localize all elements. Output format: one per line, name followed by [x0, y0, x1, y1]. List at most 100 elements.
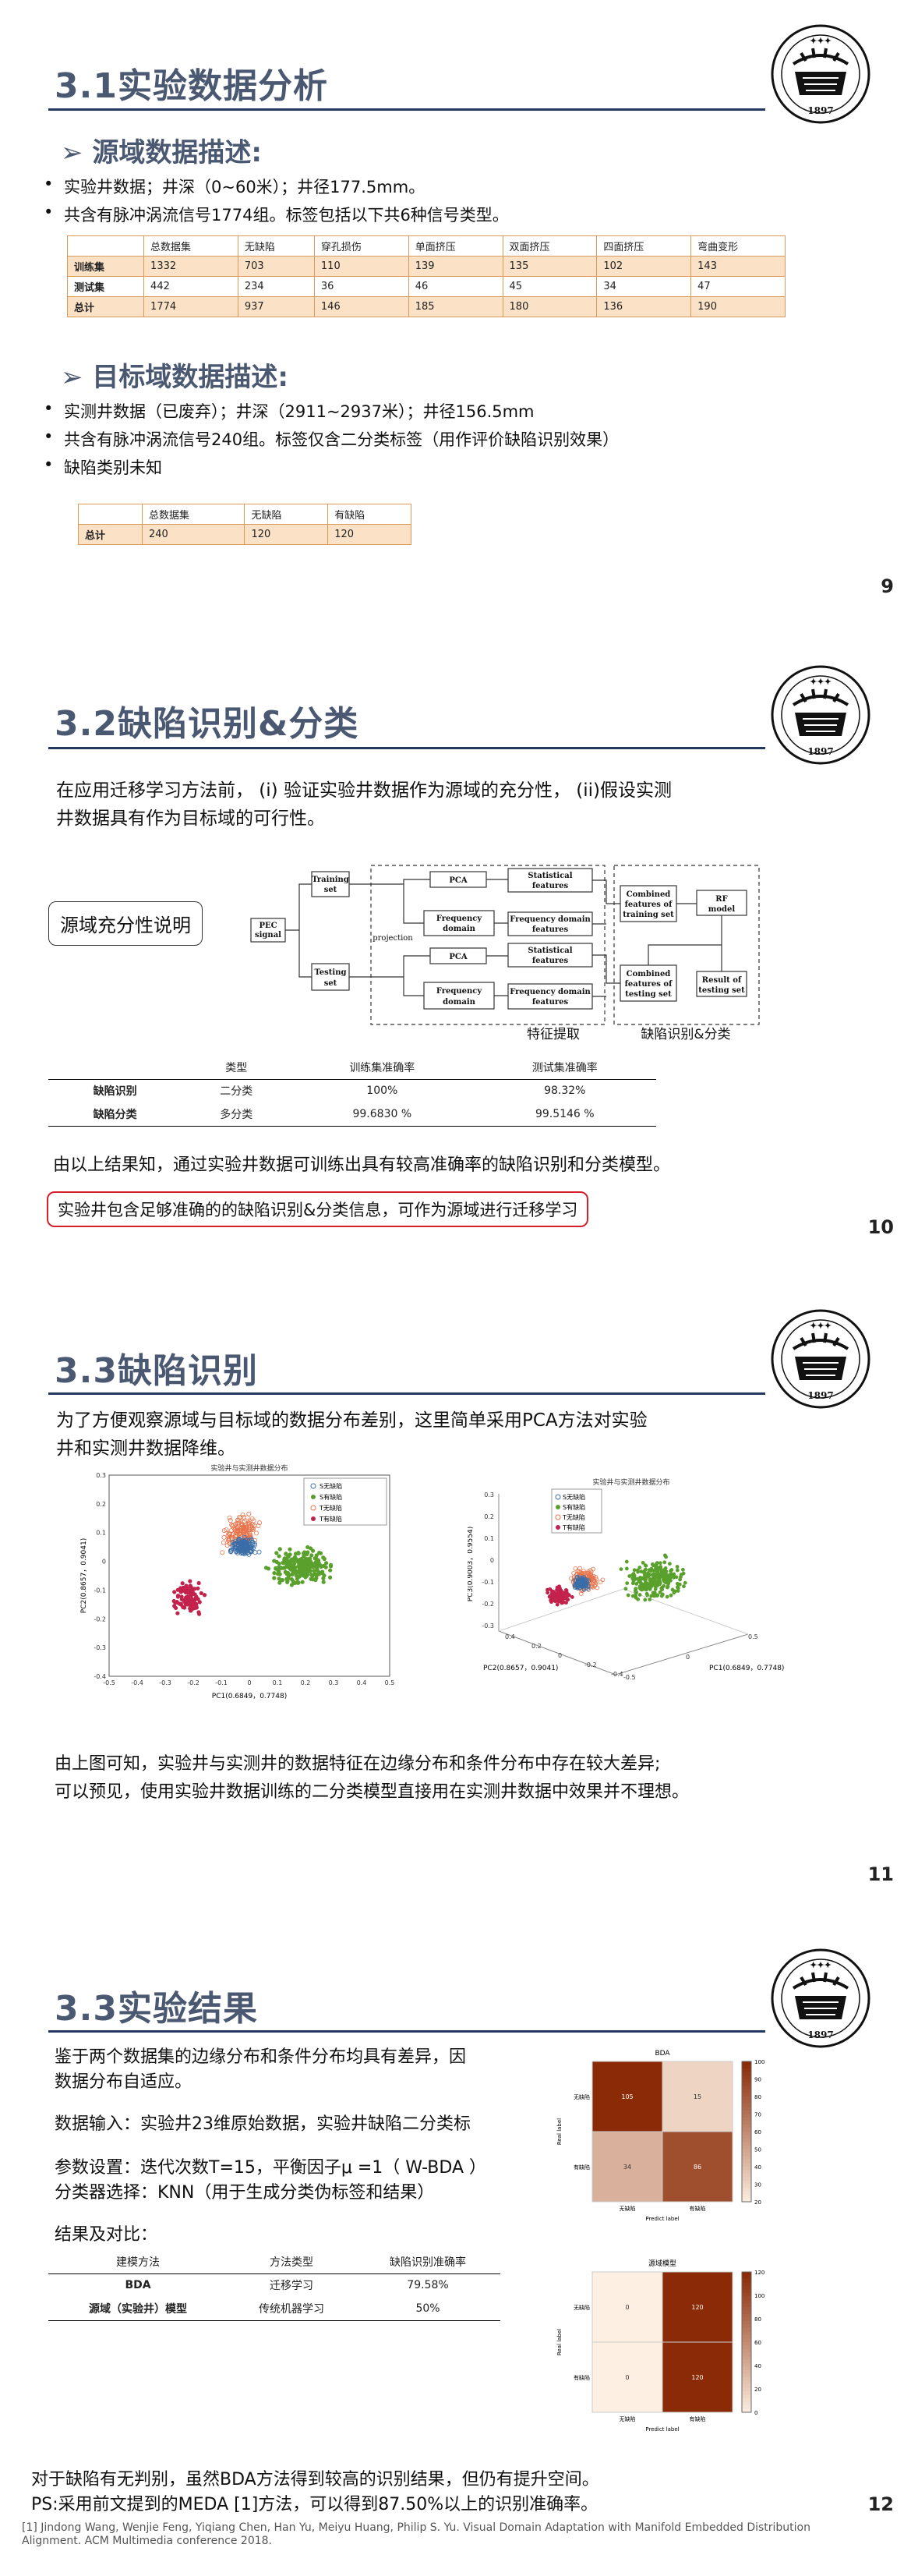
- colorbar-segment: [742, 2366, 751, 2371]
- scatter-point: [274, 1551, 279, 1555]
- scatter-point: [239, 1523, 245, 1528]
- scatter-point: [553, 1592, 557, 1597]
- body-text: 数据分布自适应。: [55, 2072, 192, 2092]
- flow-label: Frequency: [436, 987, 483, 996]
- scatter-point: [591, 1573, 596, 1579]
- legend-label: T无缺陷: [319, 1504, 342, 1512]
- scatter-point: [593, 1582, 599, 1587]
- legend-label: T有缺陷: [562, 1523, 585, 1531]
- scatter-point: [310, 1577, 316, 1582]
- y-tick-label: 0: [490, 1557, 494, 1564]
- colorbar-segment: [742, 2300, 751, 2304]
- scatter-point: [226, 1537, 231, 1543]
- x-tick-label: 0.1: [273, 1679, 283, 1686]
- bullet: 共含有脉冲涡流信号1774组。标签包括以下共6种信号类型。: [44, 203, 509, 226]
- scatter-point: [676, 1589, 680, 1593]
- bullet: 实测井数据（已废弃）；井深（2911~2937米）；井径156.5mm: [44, 399, 534, 423]
- x-axis-label: Predict label: [645, 2426, 679, 2433]
- scatter-point: [585, 1586, 591, 1591]
- bullet: 共含有脉冲涡流信号240组。标签仅含二分类标签（用作评价缺陷识别效果）: [44, 427, 619, 451]
- conclusion-text: 由上图可知，实验井与实测井的数据特征在边缘分布和条件分布中存在较大差异;: [55, 1754, 661, 1774]
- scatter-point: [637, 1593, 642, 1597]
- scatter-point: [641, 1560, 645, 1565]
- colorbar-segment: [742, 2177, 751, 2181]
- flow-label: Combined: [627, 970, 671, 978]
- table-row: 源域（实验井）模型 传统机器学习 50%: [48, 2297, 500, 2320]
- scatter-point: [239, 1523, 245, 1528]
- cell-value: 34: [623, 2164, 631, 2171]
- conclusion-text: 对于缺陷有无判别，虽然BDA方法得到较高的识别结果，但仍有提升空间。: [31, 2470, 599, 2489]
- scatter-point: [328, 1564, 334, 1569]
- scatter-point: [309, 1573, 314, 1577]
- colorbar-segment: [742, 2363, 751, 2367]
- scatter-point: [236, 1548, 242, 1554]
- cell-value: 0: [625, 2304, 629, 2311]
- scatter-point: [251, 1518, 256, 1523]
- scatter-point: [308, 1569, 312, 1573]
- colorbar-segment: [742, 2289, 751, 2294]
- scatter-point: [173, 1605, 178, 1611]
- colorbar-segment: [742, 2377, 751, 2381]
- scatter-point: [172, 1590, 177, 1594]
- scatter-point: [662, 1580, 667, 1583]
- bullet: 缺陷类别未知: [44, 455, 162, 479]
- scatter-point: [228, 1528, 234, 1534]
- colorbar-segment: [742, 2068, 751, 2072]
- colorbar-segment: [742, 2391, 751, 2395]
- scatter-point: [288, 1562, 293, 1567]
- scatter-point: [234, 1548, 239, 1554]
- colorbar-label: 90: [754, 2077, 761, 2083]
- colorbar-segment: [742, 2195, 751, 2199]
- scatter-point: [577, 1580, 581, 1584]
- scatter-point: [560, 1598, 565, 1603]
- colorbar: [741, 2271, 752, 2413]
- flow-label: features: [532, 998, 569, 1007]
- colorbar-segment: [742, 2272, 751, 2276]
- x-tick-label: 0: [247, 1679, 251, 1686]
- colorbar-segment: [742, 2282, 751, 2287]
- scatter-point: [221, 1528, 227, 1534]
- cell-value: 120: [691, 2374, 703, 2381]
- x-tick-label: 0.5: [748, 1633, 758, 1640]
- flow-label: features: [532, 957, 569, 965]
- scatter-point: [643, 1563, 648, 1568]
- colorbar-label: 120: [754, 2270, 764, 2276]
- scatter-point: [289, 1583, 294, 1587]
- scatter-point: [256, 1520, 262, 1526]
- scatter-point: [645, 1583, 649, 1588]
- colorbar-label: 30: [754, 2182, 761, 2189]
- highlight-box: 实验井包含足够准确的的缺陷识别&分类信息，可作为源域进行迁移学习: [47, 1191, 589, 1227]
- scatter-point: [246, 1520, 252, 1526]
- scatter-point: [230, 1523, 235, 1529]
- scatter-point: [675, 1568, 680, 1573]
- scatter-point: [630, 1581, 635, 1586]
- colorbar-segment: [742, 2086, 751, 2090]
- scatter-point: [180, 1581, 185, 1586]
- colorbar-segment: [742, 2198, 751, 2203]
- scatter-point: [642, 1569, 647, 1573]
- y-tick-label: -0.2: [482, 1601, 494, 1608]
- scatter-point: [559, 1590, 563, 1594]
- scatter-point: [664, 1576, 669, 1580]
- conclusion-text: 由以上结果知，通过实验井数据可训练出具有较高准确率的缺陷识别和分类模型。: [53, 1155, 671, 1175]
- z-tick-label: 0.4: [505, 1633, 515, 1640]
- scatter-point: [589, 1574, 595, 1580]
- x-tick-label: 无缺陷: [620, 2205, 636, 2212]
- scatter-point: [254, 1530, 260, 1536]
- legend-marker: [555, 1514, 561, 1520]
- scatter-point: [660, 1587, 664, 1592]
- heading-text: 目标域数据描述:: [92, 362, 288, 393]
- scatter-point: [228, 1548, 233, 1553]
- scatter-point: [591, 1566, 595, 1572]
- slide-12: 3.3实验结果 鉴于两个数据集的边缘分布和条件分布均具有差异，因 数据分布自适应…: [0, 1932, 911, 2576]
- scatter-point: [577, 1580, 582, 1586]
- scatter-point: [298, 1564, 302, 1569]
- flow-label: testing set: [625, 990, 672, 999]
- scatter-point: [564, 1601, 568, 1605]
- axes-3d: [498, 1494, 749, 1675]
- legend-marker: [556, 1525, 560, 1530]
- scatter-point: [663, 1566, 668, 1570]
- table-row: BDA 迁移学习 79.58%: [125, 2279, 449, 2293]
- colorbar-label: 60: [754, 2340, 761, 2346]
- colorbar-segment: [742, 2342, 751, 2346]
